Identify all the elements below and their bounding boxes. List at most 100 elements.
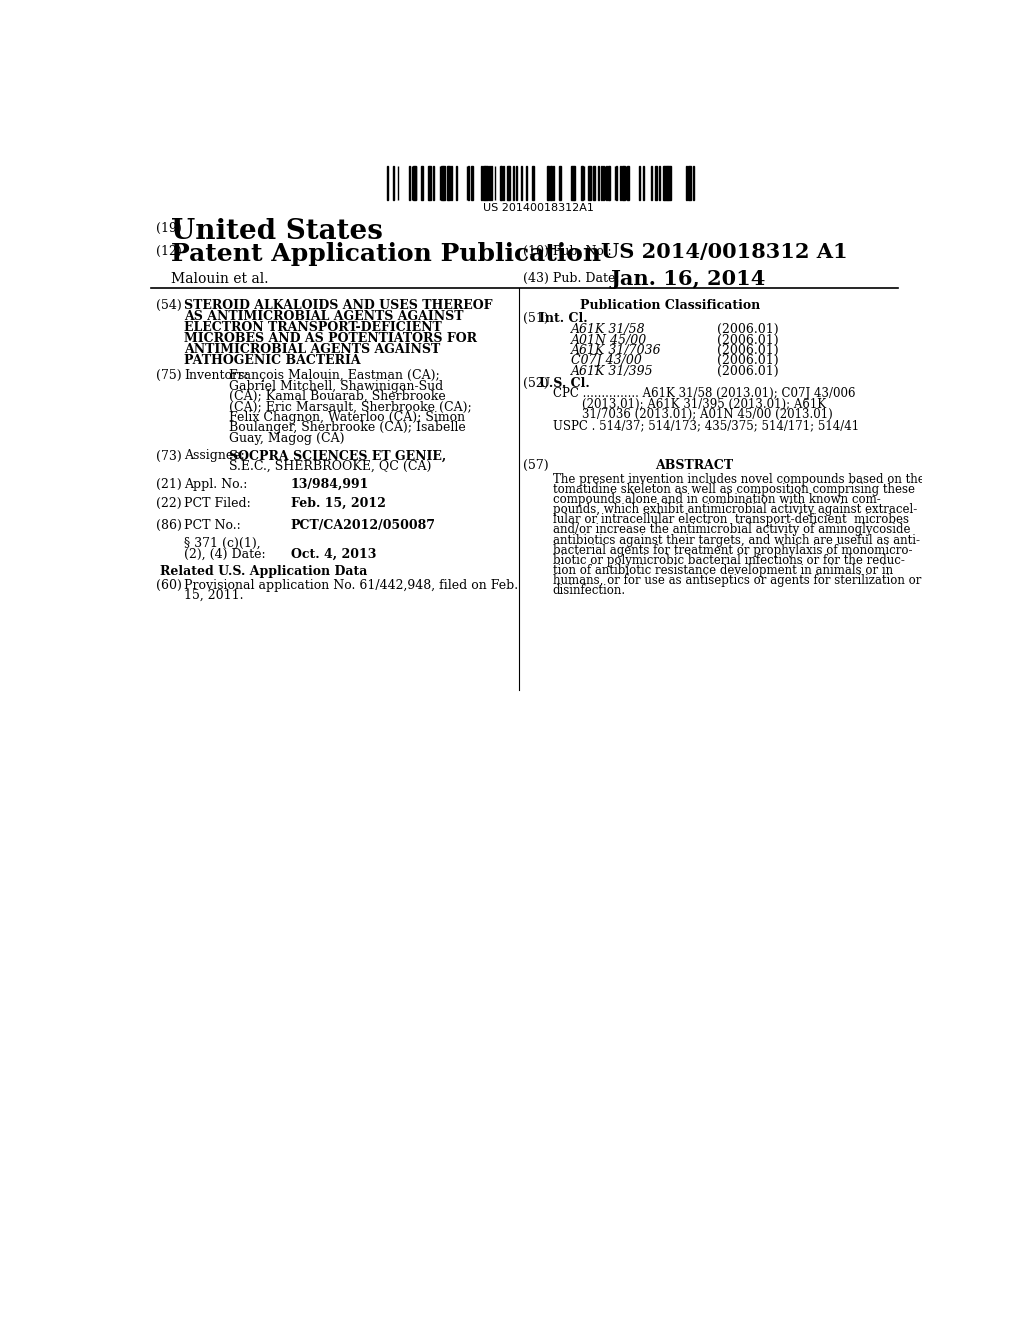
Text: pounds, which exhibit antimicrobial activity against extracel-: pounds, which exhibit antimicrobial acti… [553, 503, 916, 516]
Bar [387, 166, 388, 199]
Text: tion of antibiotic resistance development in animals or in: tion of antibiotic resistance developmen… [553, 564, 893, 577]
Text: S.E.C., SHERBROOKE, QC (CA): S.E.C., SHERBROOKE, QC (CA) [228, 459, 431, 473]
Text: (2006.01): (2006.01) [717, 345, 778, 356]
Text: biotic or polymicrobic bacterial infections or for the reduc-: biotic or polymicrobic bacterial infecti… [553, 554, 904, 566]
Text: (86): (86) [156, 519, 182, 532]
Text: Felix Chagnon, Waterloo (CA); Simon: Felix Chagnon, Waterloo (CA); Simon [228, 411, 465, 424]
Text: C07J 43/00: C07J 43/00 [571, 354, 642, 367]
Text: Appl. No.:: Appl. No.: [183, 478, 247, 491]
Text: (19): (19) [156, 222, 181, 235]
Text: MICROBES AND AS POTENTIATORS FOR: MICROBES AND AS POTENTIATORS FOR [183, 333, 477, 345]
Text: (2006.01): (2006.01) [717, 334, 778, 347]
Text: tomatidine skeleton as well as composition comprising these: tomatidine skeleton as well as compositi… [553, 483, 914, 496]
Text: USPC . 514/37; 514/173; 435/375; 514/171; 514/41: USPC . 514/37; 514/173; 435/375; 514/171… [553, 418, 859, 432]
Text: humans, or for use as antiseptics or agents for sterilization or: humans, or for use as antiseptics or age… [553, 574, 921, 587]
Text: PCT Filed:: PCT Filed: [183, 498, 251, 511]
Text: 13/984,991: 13/984,991 [291, 478, 369, 491]
Text: (12): (12) [156, 246, 181, 259]
Bar [547, 166, 549, 199]
Text: U.S. Cl.: U.S. Cl. [539, 376, 590, 389]
Text: (2006.01): (2006.01) [717, 323, 778, 337]
Text: (CA); Kamal Bouarab, Sherbrooke: (CA); Kamal Bouarab, Sherbrooke [228, 391, 445, 403]
Bar [559, 166, 561, 199]
Text: Gabriel Mitchell, Shawinigan-Sud: Gabriel Mitchell, Shawinigan-Sud [228, 380, 443, 393]
Text: (2006.01): (2006.01) [717, 354, 778, 367]
Text: § 371 (c)(1),: § 371 (c)(1), [183, 537, 260, 550]
Text: compounds alone and in combination with known com-: compounds alone and in combination with … [553, 492, 881, 506]
Text: Assignee:: Assignee: [183, 449, 245, 462]
Bar [571, 166, 573, 199]
Text: Feb. 15, 2012: Feb. 15, 2012 [291, 498, 386, 511]
Text: (2006.01): (2006.01) [717, 364, 778, 378]
Text: (75): (75) [156, 370, 181, 383]
Text: STEROID ALKALOIDS AND USES THEREOF: STEROID ALKALOIDS AND USES THEREOF [183, 298, 493, 312]
Text: (52): (52) [523, 376, 549, 389]
Text: (57): (57) [523, 459, 549, 471]
Text: A01N 45/00: A01N 45/00 [571, 334, 647, 347]
Text: Related U.S. Application Data: Related U.S. Application Data [160, 565, 368, 578]
Text: (21): (21) [156, 478, 181, 491]
Text: (43) Pub. Date:: (43) Pub. Date: [523, 272, 620, 285]
Text: A61K 31/395: A61K 31/395 [571, 364, 654, 378]
Bar [446, 166, 449, 199]
Text: Publication Classification: Publication Classification [581, 298, 761, 312]
Text: PATHOGENIC BACTERIA: PATHOGENIC BACTERIA [183, 354, 360, 367]
Bar [421, 166, 423, 199]
Text: US 2014/0018312 A1: US 2014/0018312 A1 [601, 242, 848, 261]
Bar [665, 166, 667, 199]
Text: ABSTRACT: ABSTRACT [654, 459, 733, 471]
Text: Oct. 4, 2013: Oct. 4, 2013 [291, 548, 376, 561]
Text: François Malouin, Eastman (CA);: François Malouin, Eastman (CA); [228, 370, 439, 383]
Text: (CA); Eric Marsault, Sherbrooke (CA);: (CA); Eric Marsault, Sherbrooke (CA); [228, 400, 471, 413]
Text: A61K 31/58: A61K 31/58 [571, 323, 646, 337]
Text: 31/7036 (2013.01); A01N 45/00 (2013.01): 31/7036 (2013.01); A01N 45/00 (2013.01) [583, 408, 833, 421]
Bar [669, 166, 671, 199]
Bar [485, 166, 487, 199]
Text: SOCPRA SCIENCES ET GENIE,: SOCPRA SCIENCES ET GENIE, [228, 449, 446, 462]
Text: and/or increase the antimicrobial activity of aminoglycoside: and/or increase the antimicrobial activi… [553, 524, 910, 536]
Text: bacterial agents for treatment or prophylaxis of monomicro-: bacterial agents for treatment or prophy… [553, 544, 912, 557]
Text: (2), (4) Date:: (2), (4) Date: [183, 548, 265, 561]
Bar [441, 166, 443, 199]
Text: ANTIMICROBIAL AGENTS AGAINST: ANTIMICROBIAL AGENTS AGAINST [183, 343, 440, 356]
Text: disinfection.: disinfection. [553, 585, 626, 598]
Text: (10) Pub. No.:: (10) Pub. No.: [523, 246, 612, 259]
Text: (73): (73) [156, 449, 181, 462]
Text: Boulanger, Sherbrooke (CA); Isabelle: Boulanger, Sherbrooke (CA); Isabelle [228, 421, 466, 434]
Text: The present invention includes novel compounds based on the: The present invention includes novel com… [553, 473, 925, 486]
Bar [589, 166, 591, 199]
Text: (22): (22) [156, 498, 181, 511]
Text: (60): (60) [156, 578, 182, 591]
Bar [593, 166, 595, 199]
Text: Patent Application Publication: Patent Application Publication [171, 243, 601, 267]
Bar [655, 166, 657, 199]
Bar [550, 166, 552, 199]
Text: US 20140018312A1: US 20140018312A1 [483, 203, 594, 213]
Text: (54): (54) [156, 298, 181, 312]
Text: AS ANTIMICROBIAL AGENTS AGAINST: AS ANTIMICROBIAL AGENTS AGAINST [183, 310, 463, 322]
Text: A61K 31/7036: A61K 31/7036 [571, 345, 662, 356]
Text: PCT No.:: PCT No.: [183, 519, 241, 532]
Text: PCT/CA2012/050087: PCT/CA2012/050087 [291, 519, 436, 532]
Bar [490, 166, 493, 199]
Text: (51): (51) [523, 313, 549, 326]
Bar [688, 166, 690, 199]
Text: Jan. 16, 2014: Jan. 16, 2014 [610, 269, 765, 289]
Bar [627, 166, 630, 199]
Bar [471, 166, 473, 199]
Text: lular or intracellular electron  transport-deficient  microbes: lular or intracellular electron transpor… [553, 513, 908, 527]
Text: CPC ............... A61K 31/58 (2013.01); C07J 43/006: CPC ............... A61K 31/58 (2013.01)… [553, 388, 855, 400]
Bar [429, 166, 431, 199]
Bar [483, 166, 484, 199]
Bar [428, 166, 429, 199]
Text: Int. Cl.: Int. Cl. [539, 313, 588, 326]
Text: Guay, Magog (CA): Guay, Magog (CA) [228, 432, 344, 445]
Bar [409, 166, 410, 199]
Text: United States: United States [171, 218, 383, 246]
Text: ELECTRON TRANSPORT-DEFICIENT: ELECTRON TRANSPORT-DEFICIENT [183, 321, 441, 334]
Bar [623, 166, 625, 199]
Bar [449, 166, 450, 199]
Bar [531, 166, 535, 199]
Text: (2013.01); A61K 31/395 (2013.01); A61K: (2013.01); A61K 31/395 (2013.01); A61K [583, 397, 826, 411]
Bar [414, 166, 416, 199]
